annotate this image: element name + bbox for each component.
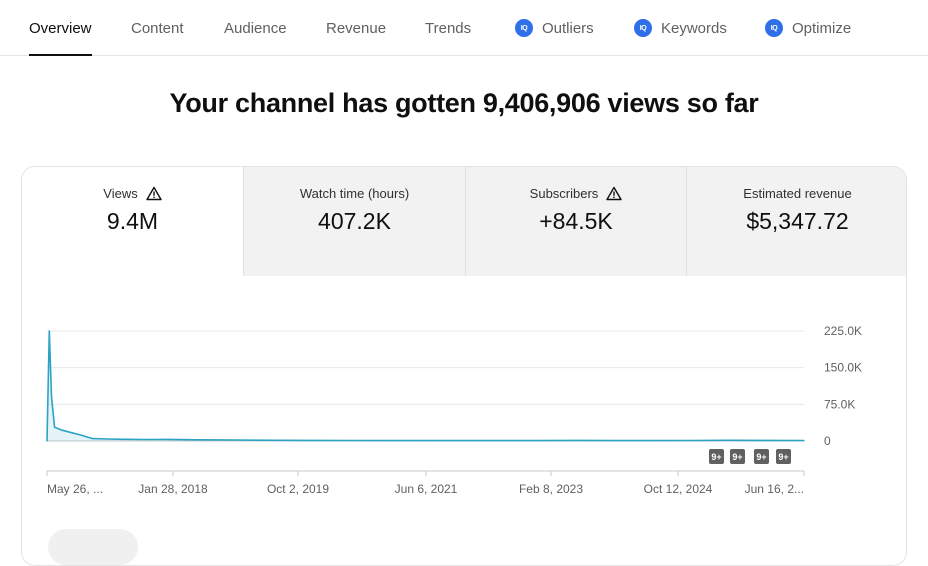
data-point <box>167 438 169 441</box>
series-area <box>47 331 804 441</box>
series-line <box>46 330 805 442</box>
metric-value: +84.5K <box>539 208 613 234</box>
metric-watch-time[interactable]: Watch time (hours) 407.2K <box>243 167 465 276</box>
metric-label: Subscribers <box>529 185 599 201</box>
tab-content[interactable]: Content <box>131 0 184 56</box>
data-point <box>122 438 124 440</box>
y-tick-label: 0 <box>824 434 831 448</box>
event-marker-label: 9+ <box>732 452 742 462</box>
event-marker[interactable]: 9+ <box>776 449 791 464</box>
metric-value: $5,347.72 <box>746 208 849 234</box>
x-tick-label: Oct 12, 2024 <box>644 482 713 496</box>
tab-revenue[interactable]: Revenue <box>326 0 386 56</box>
metric-estimated-revenue[interactable]: Estimated revenue $5,347.72 <box>686 167 906 276</box>
page-title: Your channel has gotten 9,406,906 views … <box>169 88 759 118</box>
vidiq-icon: IQ <box>765 19 783 37</box>
data-point <box>500 440 502 442</box>
metric-views[interactable]: Views 9.4M <box>22 167 243 276</box>
analytics-tabs: Overview Content Audience Revenue Trends… <box>0 0 928 56</box>
tab-keywords[interactable]: IQ Keywords <box>634 0 727 56</box>
event-marker[interactable]: 9+ <box>730 449 745 464</box>
tab-label: Audience <box>224 19 287 37</box>
warning-icon[interactable] <box>606 186 623 201</box>
tab-audience[interactable]: Audience <box>224 0 287 56</box>
data-point <box>765 439 767 442</box>
x-tick-label: May 26, ... <box>47 482 103 496</box>
tab-label: Outliers <box>542 19 594 37</box>
tab-label: Optimize <box>792 19 852 37</box>
event-marker-bg <box>730 449 745 464</box>
metric-label: Estimated revenue <box>743 185 852 201</box>
metric-value: 9.4M <box>106 208 159 234</box>
data-point <box>48 330 50 332</box>
data-point <box>387 439 389 442</box>
data-point <box>424 440 427 442</box>
event-marker-bg <box>709 449 724 464</box>
tab-optimize[interactable]: IQ Optimize <box>765 0 851 56</box>
tab-label: Revenue <box>326 19 387 37</box>
data-point <box>689 439 692 442</box>
data-point <box>462 439 464 442</box>
tab-overview[interactable]: Overview <box>29 0 92 56</box>
data-point <box>727 439 729 441</box>
tab-label: Trends <box>425 19 472 37</box>
views-chart[interactable]: 225.0K 150.0K 75.0K 0 May 26, ... Jan 28, 201… <box>22 317 907 517</box>
data-point <box>50 396 53 398</box>
data-point <box>106 438 109 440</box>
metric-label: Watch time (hours) <box>299 185 410 201</box>
data-point <box>69 431 71 433</box>
data-point <box>803 439 805 442</box>
event-marker-bg <box>776 449 791 464</box>
overview-card: Views 9.4M Watch time (hours) 407.2K Sub… <box>21 166 907 566</box>
warning-icon[interactable] <box>146 186 162 201</box>
data-point <box>46 440 48 442</box>
tab-trends[interactable]: Trends <box>425 0 471 56</box>
data-point <box>80 434 82 436</box>
x-tick-label: Oct 2, 2019 <box>267 482 329 496</box>
data-point <box>61 429 63 431</box>
vidiq-icon: IQ <box>515 19 533 37</box>
data-point <box>311 439 313 442</box>
tab-label: Content <box>131 19 184 37</box>
metric-label: Views <box>103 185 138 201</box>
data-point <box>53 426 56 428</box>
data-point <box>273 439 275 441</box>
data-point <box>576 439 578 442</box>
event-marker-bg <box>754 449 769 464</box>
data-point <box>652 440 654 442</box>
x-tick-label: Jan 28, 2018 <box>138 482 208 496</box>
data-point <box>91 437 94 440</box>
metric-tabs: Views 9.4M Watch time (hours) 407.2K Sub… <box>22 167 906 276</box>
event-marker-label: 9+ <box>778 452 788 462</box>
more-button[interactable] <box>48 529 138 565</box>
data-point <box>197 439 199 441</box>
data-point <box>538 439 540 442</box>
y-tick-label: 150.0K <box>824 361 862 375</box>
event-marker-label: 9+ <box>756 452 766 462</box>
event-marker[interactable]: 9+ <box>754 449 769 464</box>
vidiq-icon: IQ <box>634 19 652 37</box>
tab-label: Overview <box>29 19 92 37</box>
y-tick-label: 75.0K <box>824 397 855 411</box>
x-tick-label: Jun 6, 2021 <box>395 482 458 496</box>
x-tick-label: Jun 16, 2... <box>745 482 804 496</box>
data-point <box>144 438 147 441</box>
data-point <box>235 439 237 441</box>
x-tick-label: Feb 8, 2023 <box>519 482 583 496</box>
metric-value: 407.2K <box>318 208 391 234</box>
tab-outliers[interactable]: IQ Outliers <box>515 0 594 56</box>
data-point <box>349 439 351 442</box>
event-marker-label: 9+ <box>711 452 721 462</box>
metric-subscribers[interactable]: Subscribers +84.5K <box>465 167 686 276</box>
y-tick-label: 225.0K <box>824 324 862 338</box>
data-point <box>614 439 616 442</box>
tab-label: Keywords <box>661 19 727 37</box>
event-marker[interactable]: 9+ <box>709 449 724 464</box>
